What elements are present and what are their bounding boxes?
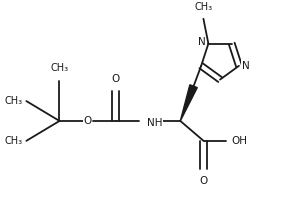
Text: N: N xyxy=(242,61,249,71)
Text: CH₃: CH₃ xyxy=(50,63,69,73)
Text: CH₃: CH₃ xyxy=(5,96,23,106)
Text: NH: NH xyxy=(147,118,162,128)
Text: CH₃: CH₃ xyxy=(5,136,23,146)
Text: O: O xyxy=(112,74,120,84)
Text: CH₃: CH₃ xyxy=(194,2,212,11)
Text: N: N xyxy=(198,37,206,47)
Text: O: O xyxy=(199,176,208,186)
Text: O: O xyxy=(83,116,92,126)
Text: OH: OH xyxy=(232,136,248,146)
Polygon shape xyxy=(180,85,197,121)
